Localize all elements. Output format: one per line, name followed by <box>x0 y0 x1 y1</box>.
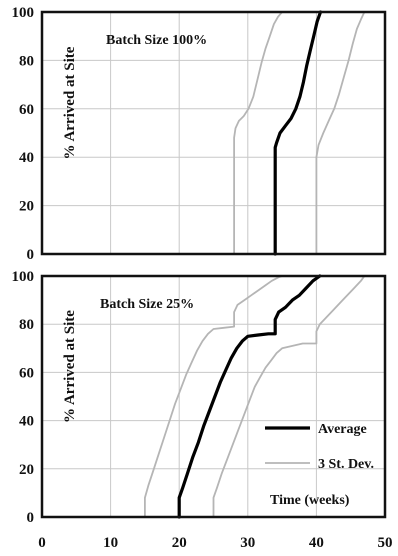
x-tick-labels: 0 10 20 30 40 50 <box>38 535 392 551</box>
series-line-average <box>177 274 322 519</box>
y-tick-label: 60 <box>19 102 34 118</box>
y-tick-label: 20 <box>19 199 34 215</box>
gridlines <box>42 276 385 517</box>
series-line-average <box>273 10 323 256</box>
chart-panel-top: 0 20 40 60 80 100 % Arrived at Site Batch Siz… <box>12 5 387 263</box>
legend-label-3-st-dev: 3 St. Dev. <box>318 457 374 472</box>
series-layer <box>144 274 366 519</box>
y-axis-label: % Arrived at Site <box>62 46 78 159</box>
y-tick-labels: 0 20 40 60 80 100 <box>12 5 35 263</box>
y-tick-label: 0 <box>27 510 35 526</box>
x-tick-label: 0 <box>38 535 46 551</box>
series-line-3-st-dev-1 <box>144 275 283 518</box>
x-tick-label: 30 <box>240 535 255 551</box>
y-tick-label: 80 <box>19 317 34 333</box>
legend: Average 3 St. Dev. <box>265 422 374 472</box>
y-tick-label: 0 <box>27 247 35 263</box>
series-line-3-st-dev-1 <box>233 11 283 255</box>
gridlines <box>42 12 385 254</box>
y-tick-label: 40 <box>19 150 34 166</box>
series-layer <box>233 10 366 256</box>
chart-annotation: Batch Size 100% <box>106 33 207 48</box>
chart-panel-bottom: 0 20 40 60 80 100 0 10 20 30 40 50 % Arrived at Si… <box>12 269 393 551</box>
y-tick-label: 100 <box>12 269 35 285</box>
series-line-3-st-dev-2 <box>315 11 366 255</box>
plot-frame <box>40 274 387 519</box>
legend-label-average: Average <box>318 422 367 437</box>
x-axis-label: Time (weeks) <box>270 493 350 508</box>
plot-frame <box>40 10 387 256</box>
x-tick-label: 10 <box>103 535 118 551</box>
x-tick-label: 20 <box>172 535 187 551</box>
y-tick-label: 80 <box>19 53 34 69</box>
y-tick-labels: 0 20 40 60 80 100 <box>12 269 35 526</box>
x-tick-label: 40 <box>309 535 324 551</box>
y-tick-label: 60 <box>19 365 34 381</box>
series-line-3-st-dev-2 <box>212 275 366 518</box>
chart-annotation: Batch Size 25% <box>100 297 194 312</box>
y-axis-label: % Arrived at Site <box>62 310 78 423</box>
y-tick-label: 20 <box>19 462 34 478</box>
y-tick-label: 100 <box>12 5 35 21</box>
y-tick-label: 40 <box>19 414 34 430</box>
x-tick-label: 50 <box>378 535 393 551</box>
